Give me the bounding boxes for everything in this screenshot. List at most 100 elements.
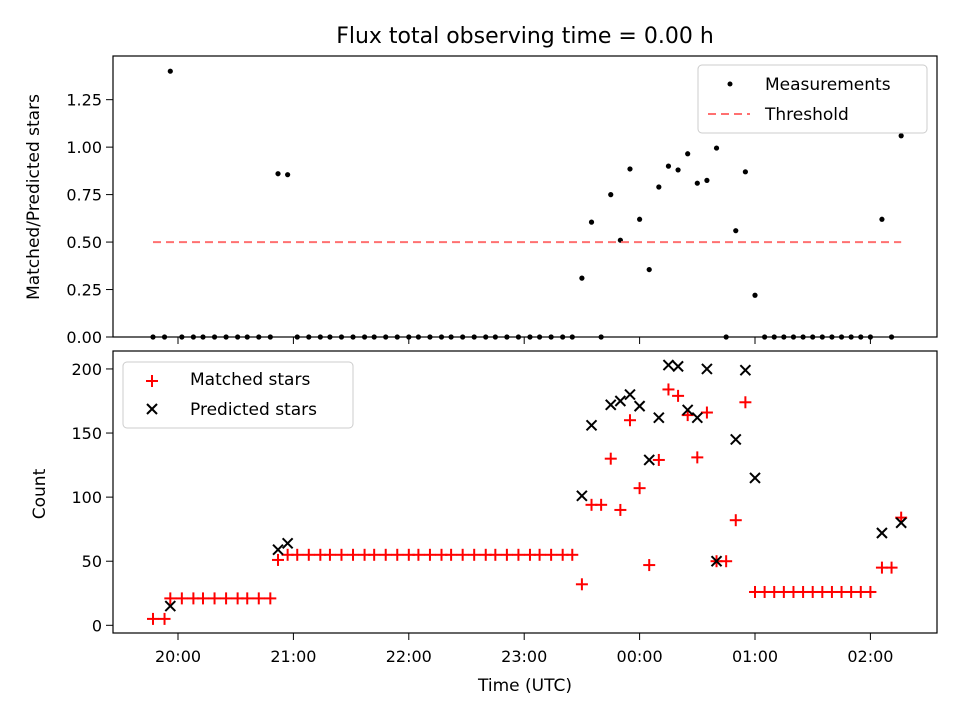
x-tick-label: 21:00 <box>270 647 316 666</box>
measurement-point <box>733 228 739 234</box>
matched-star-marker <box>220 592 233 605</box>
top-y-axis-label: Matched/Predicted stars <box>24 94 44 300</box>
matched-star-marker <box>643 559 656 572</box>
predicted-star-marker <box>701 363 713 375</box>
top-y-tick-label: 0.50 <box>66 233 102 252</box>
x-tick-label: 00:00 <box>617 647 663 666</box>
marker-stroke <box>681 404 694 416</box>
top-y-tick-label: 0.00 <box>66 328 102 347</box>
measurement-point <box>646 266 652 273</box>
matched-star-marker <box>604 452 617 465</box>
matched-star-marker <box>595 498 608 511</box>
marker-stroke <box>633 400 646 412</box>
bottom-axes-frame <box>112 350 938 634</box>
matched-star-marker <box>272 553 285 566</box>
marker-stroke <box>739 364 752 376</box>
bottom-legend: Matched stars Predicted stars <box>122 361 354 429</box>
x-tick-label: 20:00 <box>155 647 201 666</box>
marker-stroke <box>624 388 636 401</box>
top-y-tick-label: 1.00 <box>66 138 102 157</box>
bottom-y-axis-label: Count <box>30 468 50 519</box>
marker-stroke <box>895 517 907 529</box>
predicted-star-marker <box>876 527 888 539</box>
predicted-star-marker <box>576 490 588 502</box>
matched-star-marker <box>241 592 254 605</box>
matched-stars-legend-label: Matched stars <box>190 370 310 390</box>
measurement-point <box>608 192 614 198</box>
predicted-star-marker <box>164 600 177 612</box>
marker-stroke <box>653 411 665 424</box>
matched-star-marker <box>614 503 627 516</box>
measurement-point <box>713 145 720 151</box>
top-chart-title: Flux total observing time = 0.00 h <box>336 24 714 49</box>
top-axes-frame <box>112 55 938 338</box>
marker-stroke <box>876 527 888 539</box>
measurement-point <box>704 177 710 183</box>
measurement-point <box>579 275 585 281</box>
measurement-point <box>898 133 904 139</box>
predicted-star-marker <box>585 419 598 432</box>
predicted-star-marker <box>624 388 636 401</box>
marker-stroke <box>701 363 713 375</box>
matched-star-marker <box>323 548 336 561</box>
matched-star-marker <box>691 451 704 464</box>
matched-star-marker <box>500 548 513 561</box>
measurement-point <box>665 163 672 169</box>
marker-stroke <box>643 454 655 466</box>
bottom-y-tick-label: 100 <box>71 488 102 507</box>
matched-star-marker <box>545 548 558 561</box>
matched-star-marker <box>512 548 525 561</box>
predicted-star-marker <box>614 395 627 407</box>
matched-star-marker <box>566 548 579 561</box>
matched-star-marker <box>347 548 360 561</box>
matched-star-marker <box>623 414 636 427</box>
x-tick-label: 01:00 <box>732 647 778 666</box>
measurement-point <box>879 216 885 222</box>
matched-star-marker <box>885 561 898 574</box>
bottom-y-tick-label: 0 <box>92 616 102 635</box>
matched-star-marker <box>662 383 675 396</box>
top-axis-ticks: 0.00 0.25 0.50 0.75 1.00 1.25 <box>66 91 871 347</box>
marker-stroke <box>691 411 704 424</box>
x-tick-label: 22:00 <box>386 647 432 666</box>
matched-star-marker <box>335 548 348 561</box>
predicted-star-marker <box>605 399 617 411</box>
marker-stroke <box>585 419 598 432</box>
predicted-star-marker <box>662 359 675 371</box>
matched-star-marker <box>158 612 171 625</box>
matched-star-marker <box>164 592 177 605</box>
measurement-point <box>627 166 633 172</box>
matched-star-marker <box>633 482 646 495</box>
predicted-star-marker <box>281 537 294 549</box>
measurements-legend-marker <box>727 81 733 87</box>
predicted-star-marker <box>739 364 752 376</box>
predicted-stars-legend-marker <box>146 403 158 415</box>
marker-stroke <box>576 490 588 502</box>
measurement-point <box>275 171 281 177</box>
measurement-point <box>675 167 681 173</box>
matched-star-marker <box>291 548 304 561</box>
matched-star-marker <box>264 592 277 605</box>
matched-star-marker <box>533 548 546 561</box>
bottom-y-tick-label: 50 <box>82 552 102 571</box>
matched-star-marker <box>864 585 877 598</box>
matched-star-marker <box>672 389 685 402</box>
x-tick-label: 02:00 <box>847 647 893 666</box>
bottom-y-tick-label: 150 <box>71 424 102 443</box>
marker-stroke <box>662 359 675 371</box>
matched-star-marker <box>456 548 469 561</box>
matched-star-marker <box>391 548 404 561</box>
matched-star-marker <box>208 592 221 605</box>
top-legend: Measurements Threshold <box>697 64 928 134</box>
marker-stroke <box>710 555 723 567</box>
matched-star-marker <box>575 578 588 591</box>
matched-star-marker <box>468 548 481 561</box>
predicted-star-marker <box>730 433 742 446</box>
marker-stroke <box>164 600 177 612</box>
marker-stroke <box>672 360 684 373</box>
measurement-point <box>742 169 748 175</box>
predicted-star-marker <box>749 472 761 484</box>
matched-star-marker <box>197 592 210 605</box>
matched-star-marker <box>489 548 502 561</box>
